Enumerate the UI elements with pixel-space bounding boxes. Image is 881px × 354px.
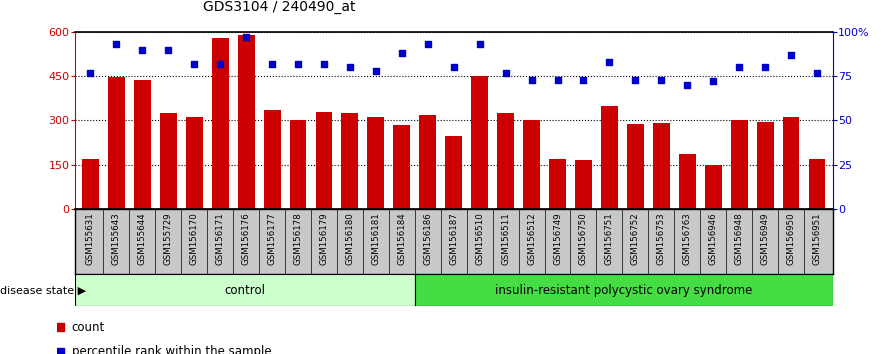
- Bar: [653, 123, 670, 209]
- Point: [315, 236, 329, 242]
- Text: GSM156512: GSM156512: [527, 212, 536, 265]
- Bar: [705, 165, 722, 209]
- Text: GSM156184: GSM156184: [397, 212, 406, 265]
- Point: [447, 64, 461, 70]
- Text: GSM156949: GSM156949: [760, 212, 770, 265]
- Text: GSM156179: GSM156179: [320, 212, 329, 265]
- Bar: [263, 110, 280, 209]
- Point: [524, 77, 538, 82]
- Bar: [575, 160, 592, 209]
- Bar: [415, 274, 833, 306]
- Text: GSM156177: GSM156177: [268, 212, 277, 265]
- Point: [810, 70, 824, 75]
- Point: [628, 77, 642, 82]
- Point: [421, 41, 435, 47]
- Point: [655, 77, 669, 82]
- Point: [187, 61, 201, 67]
- Point: [343, 64, 357, 70]
- Bar: [290, 120, 307, 209]
- Text: GSM156948: GSM156948: [735, 212, 744, 265]
- Text: GDS3104 / 240490_at: GDS3104 / 240490_at: [204, 0, 356, 14]
- Point: [551, 77, 565, 82]
- Text: GSM156171: GSM156171: [216, 212, 225, 265]
- Bar: [730, 120, 748, 209]
- Point: [161, 47, 175, 52]
- Bar: [497, 113, 514, 209]
- Bar: [134, 80, 151, 209]
- Bar: [82, 159, 99, 209]
- Text: percentile rank within the sample: percentile rank within the sample: [72, 346, 271, 354]
- Bar: [108, 77, 125, 209]
- Bar: [342, 113, 359, 209]
- Text: GSM155643: GSM155643: [112, 212, 121, 265]
- Bar: [315, 112, 332, 209]
- Text: control: control: [225, 284, 265, 297]
- Point: [369, 68, 383, 74]
- Point: [758, 64, 772, 70]
- Bar: [367, 117, 384, 209]
- Bar: [809, 159, 825, 209]
- Point: [395, 50, 409, 56]
- Text: GSM156170: GSM156170: [189, 212, 199, 265]
- Point: [291, 61, 305, 67]
- Text: insulin-resistant polycystic ovary syndrome: insulin-resistant polycystic ovary syndr…: [495, 284, 752, 297]
- Bar: [523, 120, 540, 209]
- Point: [265, 61, 279, 67]
- Bar: [601, 105, 618, 209]
- Text: GSM156510: GSM156510: [475, 212, 485, 265]
- Point: [499, 70, 513, 75]
- Text: GSM156946: GSM156946: [708, 212, 718, 265]
- Bar: [627, 124, 644, 209]
- Bar: [159, 113, 177, 209]
- Text: GSM156749: GSM156749: [553, 212, 562, 265]
- Text: GSM156951: GSM156951: [812, 212, 821, 265]
- Text: GSM156178: GSM156178: [293, 212, 302, 265]
- Point: [109, 41, 123, 47]
- Text: GSM156186: GSM156186: [423, 212, 433, 265]
- Point: [732, 64, 746, 70]
- Point: [315, 11, 329, 17]
- Bar: [782, 118, 799, 209]
- Point: [603, 59, 617, 65]
- Text: GSM155644: GSM155644: [137, 212, 147, 265]
- Text: GSM156751: GSM156751: [605, 212, 614, 265]
- Bar: [678, 154, 696, 209]
- Text: GSM156950: GSM156950: [787, 212, 796, 265]
- Point: [576, 77, 590, 82]
- Bar: [238, 35, 255, 209]
- Point: [317, 61, 331, 67]
- Text: GSM156181: GSM156181: [372, 212, 381, 265]
- Text: GSM156763: GSM156763: [683, 212, 692, 265]
- Text: GSM156750: GSM156750: [579, 212, 588, 265]
- Text: GSM155631: GSM155631: [86, 212, 95, 265]
- Point: [472, 41, 486, 47]
- Text: GSM156753: GSM156753: [657, 212, 666, 265]
- Text: GSM156187: GSM156187: [449, 212, 458, 265]
- Bar: [757, 122, 774, 209]
- Point: [680, 82, 694, 88]
- Bar: [211, 38, 229, 209]
- Bar: [75, 274, 415, 306]
- Point: [136, 47, 150, 52]
- Bar: [186, 118, 203, 209]
- Bar: [419, 115, 436, 209]
- Point: [707, 79, 721, 84]
- Bar: [471, 76, 488, 209]
- Bar: [394, 125, 411, 209]
- Text: GSM155729: GSM155729: [164, 212, 173, 265]
- Point: [784, 52, 798, 58]
- Point: [239, 34, 253, 40]
- Bar: [445, 136, 463, 209]
- Text: GSM156511: GSM156511: [501, 212, 510, 265]
- Text: GSM156180: GSM156180: [345, 212, 354, 265]
- Text: disease state ▶: disease state ▶: [0, 285, 86, 295]
- Text: GSM156752: GSM156752: [631, 212, 640, 265]
- Point: [84, 70, 98, 75]
- Bar: [549, 159, 566, 209]
- Point: [213, 61, 227, 67]
- Text: GSM156176: GSM156176: [241, 212, 250, 265]
- Text: count: count: [72, 321, 105, 334]
